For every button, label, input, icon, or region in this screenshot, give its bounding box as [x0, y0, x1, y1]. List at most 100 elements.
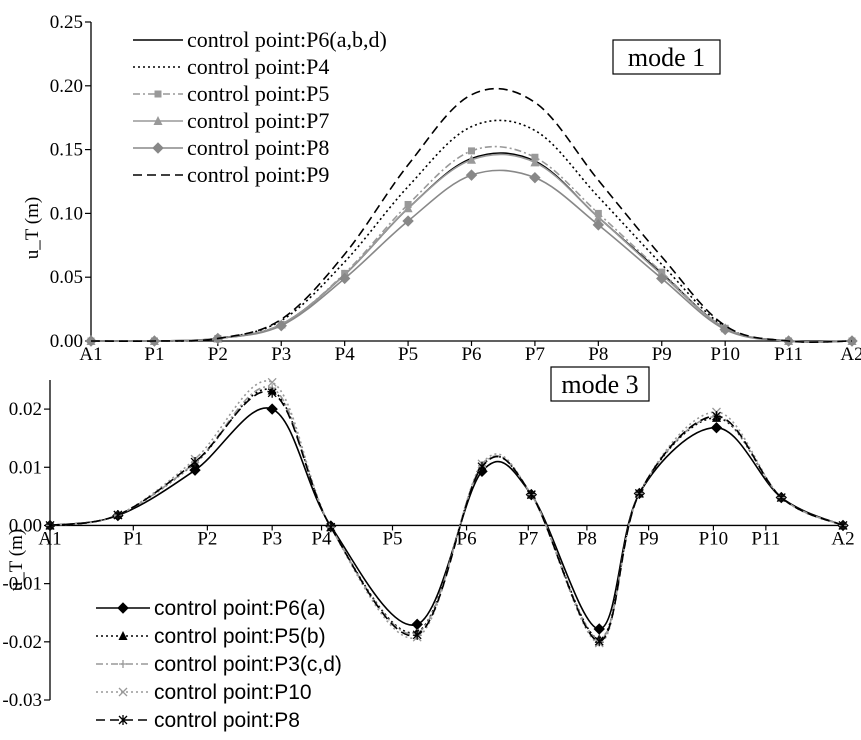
- legend-marker: [154, 90, 162, 98]
- legend-entry: control point:P3(c,d): [96, 653, 342, 676]
- x-tick-label: P8: [577, 528, 597, 549]
- data-point: [267, 387, 277, 398]
- legend-label: control point:P6(a,b,d): [187, 27, 387, 52]
- mode-label: mode 3: [561, 370, 638, 399]
- x-tick-label: A2: [840, 344, 861, 365]
- data-point: [326, 522, 336, 533]
- x-tick-label: P5: [382, 528, 402, 549]
- x-tick-label: P9: [652, 344, 672, 365]
- series-5: [45, 387, 848, 647]
- legend-marker: [117, 602, 129, 614]
- data-point: [403, 203, 413, 213]
- legend-entry: control point:P8: [133, 135, 329, 160]
- y-axis-label: u_T (m): [22, 197, 43, 259]
- data-point: [275, 319, 287, 332]
- data-point: [656, 272, 668, 285]
- data-point: [593, 212, 603, 222]
- legend-entry: control point:P9: [133, 162, 329, 187]
- series-line: [90, 119, 853, 343]
- data-point: [412, 629, 422, 640]
- x-tick-label: P8: [588, 344, 608, 365]
- legend-marker: [119, 660, 127, 668]
- legend: control point:P6(a) control point:P5(b) co…: [96, 597, 342, 732]
- legend-entry: control point:P6(a): [96, 597, 326, 620]
- y-axis-label: u_T (m): [6, 529, 27, 591]
- legend-label: control point:P6(a): [154, 597, 326, 620]
- x-tick-label: P2: [197, 528, 217, 549]
- mode-label-box: mode 3: [550, 366, 650, 402]
- data-point: [593, 623, 605, 635]
- x-tick-label: P7: [525, 344, 545, 365]
- y-tick-label: -0.02: [2, 632, 42, 653]
- mode-box-frame: [612, 39, 721, 75]
- legend-entry: control point:P5: [133, 81, 329, 106]
- legend-entry: control point:P6(a,b,d): [133, 27, 387, 52]
- y-tick-label: 0.25: [50, 12, 83, 33]
- x-tick-label: P5: [398, 344, 418, 365]
- legend-label: control point:P8: [154, 709, 300, 732]
- y-tick-label: 0.00: [50, 331, 83, 352]
- y-tick-label: -0.01: [2, 574, 42, 595]
- data-point: [402, 215, 414, 227]
- legend-marker: [118, 631, 128, 640]
- x-tick-label: P11: [774, 344, 803, 365]
- x-tick-label: P2: [208, 344, 228, 365]
- data-point: [45, 520, 55, 531]
- y-tick-label: 0.02: [9, 399, 42, 420]
- x-tick-label: P3: [262, 528, 282, 549]
- legend-entry: control point:P10: [96, 681, 312, 704]
- x-tick-label: P1: [123, 528, 143, 549]
- legend-label: control point:P5: [187, 81, 329, 106]
- legend: control point:P6(a,b,d)control point:P4c…: [133, 27, 387, 187]
- data-point: [189, 464, 201, 476]
- series-line: [90, 87, 853, 343]
- x-tick-label: P6: [457, 528, 477, 549]
- x-tick-label: P1: [144, 344, 164, 365]
- x-tick-label: A2: [831, 528, 854, 549]
- legend-label: control point:P3(c,d): [154, 653, 342, 676]
- data-point: [776, 492, 786, 503]
- data-point: [266, 403, 278, 415]
- x-tick-label: P10: [710, 344, 740, 365]
- legend-label: control point:P8: [187, 135, 329, 160]
- data-point: [634, 488, 644, 499]
- legend-label: control point:P5(b): [154, 625, 326, 648]
- data-point: [712, 411, 721, 422]
- series-line: [49, 407, 844, 630]
- series-line: [90, 169, 853, 343]
- y-tick-label: 0.05: [50, 267, 83, 288]
- y-tick-label: 0.01: [9, 457, 42, 478]
- legend-entry: control point:P8: [96, 709, 300, 732]
- data-point: [592, 219, 605, 231]
- x-tick-label: P11: [751, 528, 780, 549]
- legend-marker: [118, 687, 128, 697]
- legend-label: control point:P10: [154, 681, 312, 704]
- data-point: [468, 147, 475, 155]
- y-tick-label: -0.03: [2, 690, 42, 711]
- data-point: [113, 509, 123, 520]
- chart-mode-3: -0.03 -0.02 -0.01 0.00 0.01 0.02 A1 P1 P2 P3 P4 P5 P…: [2, 366, 855, 732]
- x-tick-label: P6: [461, 344, 481, 365]
- legend-label: control point:P9: [187, 162, 329, 187]
- data-point: [190, 457, 200, 468]
- data-point: [594, 636, 604, 647]
- mode-label: mode 1: [628, 43, 705, 72]
- data-point: [838, 520, 848, 531]
- legend-marker: [118, 715, 128, 725]
- series-5: [85, 169, 858, 347]
- data-point: [467, 154, 476, 164]
- legend-label: control point:P4: [187, 54, 329, 79]
- chart-mode-1: 0.00 0.05 0.10 0.15 0.20 0.25 A1 P1 P2 P3 P4 P5 P6 P7…: [22, 12, 861, 365]
- y-tick-label: 0.00: [9, 515, 42, 536]
- data-point: [710, 422, 723, 434]
- data-point: [530, 157, 540, 167]
- data-point: [267, 377, 277, 387]
- legend-marker: [152, 142, 164, 154]
- x-tick-label: P4: [335, 344, 356, 365]
- legend-entry: control point:P5(b): [96, 625, 326, 648]
- data-point: [338, 272, 351, 285]
- x-tick-label: A1: [38, 528, 61, 549]
- legend-label: control point:P7: [187, 108, 329, 133]
- legend-entry: control point:P4: [133, 54, 329, 79]
